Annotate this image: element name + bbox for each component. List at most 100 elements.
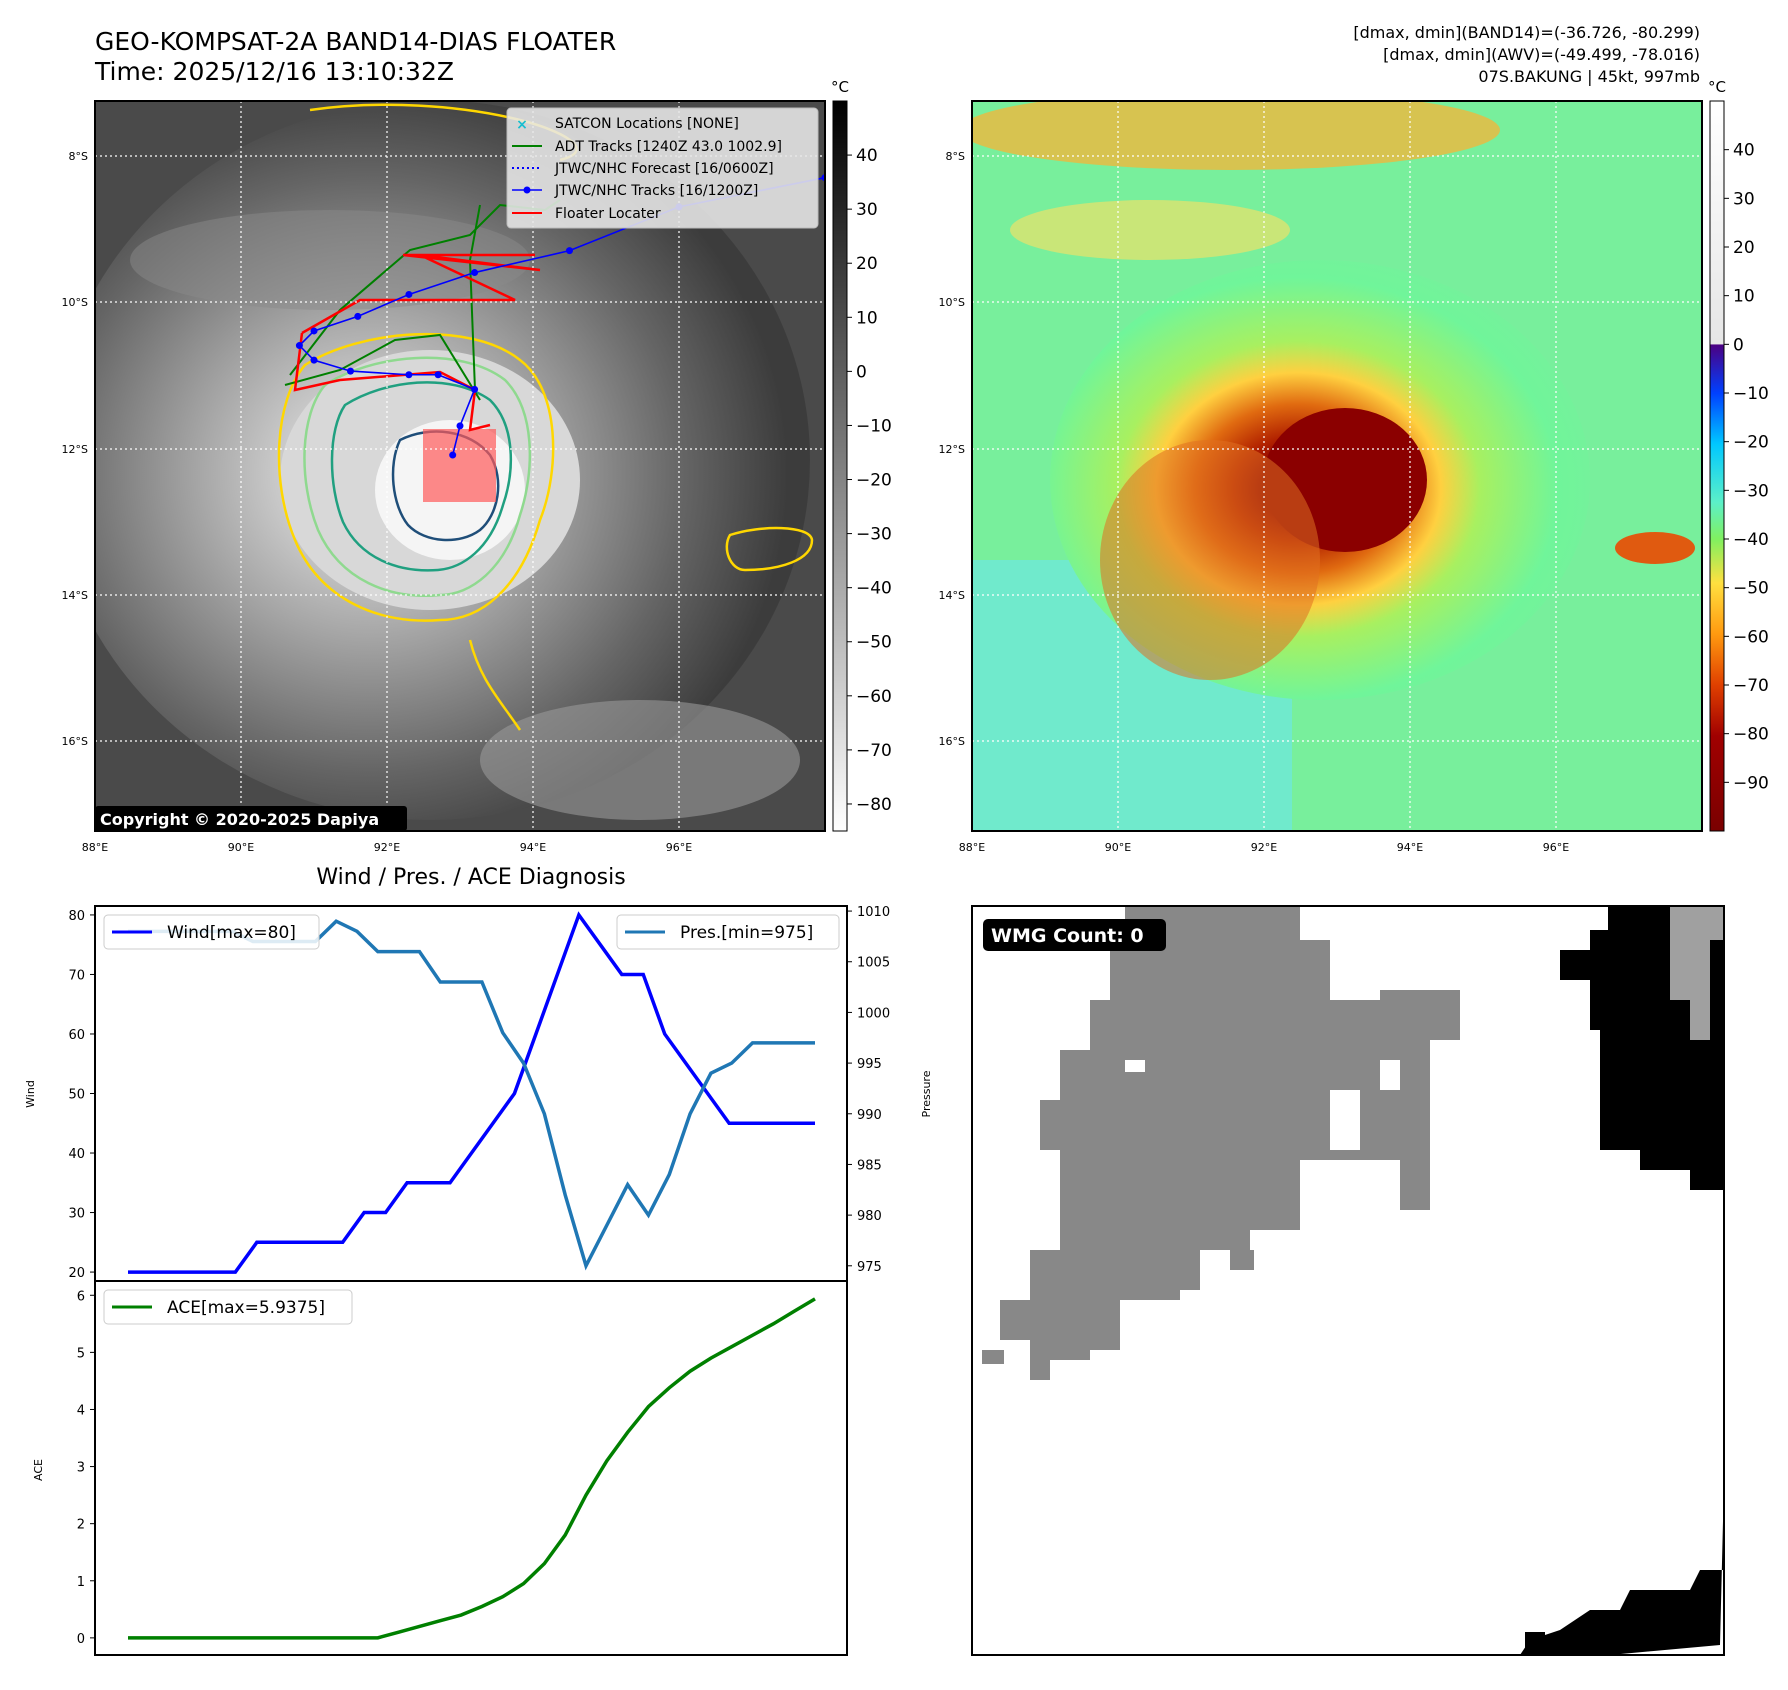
colorbar-tick-label: −40 xyxy=(856,579,892,599)
wmg-black-region-south xyxy=(1520,1480,1724,1655)
pressure-legend-label: Pres.[min=975] xyxy=(680,923,813,943)
colorbar-tick-label: 30 xyxy=(1733,189,1755,209)
wmg-gray-hole-2 xyxy=(1380,1060,1400,1090)
colorbar-left-bar xyxy=(832,100,848,832)
ir-cloud-band-south xyxy=(480,700,800,820)
lon-tick-96e: 96°E xyxy=(666,841,692,854)
colorbar-tick-label: −90 xyxy=(1733,773,1769,793)
contour-lightgreen xyxy=(303,356,532,597)
colorbar-tick-label: −40 xyxy=(1733,530,1769,550)
ace-tick-label: 6 xyxy=(77,1289,85,1304)
jtwc-track-point xyxy=(405,371,413,379)
contour-yellow-tail xyxy=(468,639,522,731)
colorbar-tick-label: −30 xyxy=(856,525,892,545)
awv-map-frame xyxy=(971,100,1703,832)
ace-tick-label: 1 xyxy=(77,1575,85,1590)
ir-map-panel: × SATCON Locations [NONE] ADT Tracks [12… xyxy=(62,100,826,854)
awv-lon-tick-96e: 96°E xyxy=(1543,841,1569,854)
colorbar-tick-label: −60 xyxy=(1733,627,1769,647)
colorbar-tick-label: −80 xyxy=(856,795,892,815)
awv-range: [dmax, dmin](AWV)=(-49.499, -78.016) xyxy=(1383,45,1700,64)
jtwc-track-point xyxy=(471,269,479,277)
lat-tick-12s: 12°S xyxy=(62,443,88,456)
jtwc-track-point xyxy=(449,451,457,459)
ir-cloud-band-north xyxy=(130,210,530,310)
ace-plot: 0 1 2 3 4 5 6 xyxy=(77,1289,816,1647)
colorbar-tick-label: −50 xyxy=(856,633,892,653)
colorbar-tick-label: −30 xyxy=(1733,481,1769,501)
figure-time: Time: 2025/12/16 13:10:32Z xyxy=(94,57,454,86)
awv-lon-tick-92e: 92°E xyxy=(1251,841,1277,854)
colorbar-tick-label: −60 xyxy=(856,687,892,707)
colorbar-tick-label: −80 xyxy=(1733,725,1769,745)
jtwc-track-point xyxy=(310,356,318,364)
wmg-count-label: WMG Count: 0 xyxy=(991,925,1144,947)
ace-series-line xyxy=(128,1297,816,1640)
wmg-gray-region xyxy=(1000,906,1460,1380)
colorbar-tick-label: 30 xyxy=(856,200,878,220)
legend-tracks: JTWC/NHC Tracks [16/1200Z] xyxy=(554,183,758,199)
awv-spiral-band xyxy=(1100,440,1320,680)
pressure-tick-label: 1010 xyxy=(857,905,890,920)
lon-tick-94e: 94°E xyxy=(520,841,546,854)
floater-box xyxy=(423,429,496,502)
wind-tick-label: 20 xyxy=(68,1266,85,1281)
pressure-tick-label: 1000 xyxy=(857,1006,890,1021)
wind-tick-label: 60 xyxy=(68,1028,85,1043)
lat-tick-10s: 10°S xyxy=(62,296,88,309)
awv-lon-tick-88e: 88°E xyxy=(959,841,985,854)
ace-tick-label: 2 xyxy=(77,1518,85,1533)
colorbar-tick-label: −20 xyxy=(1733,433,1769,453)
map-legend: × SATCON Locations [NONE] ADT Tracks [12… xyxy=(506,107,819,229)
colorbar-left-ticks: 40 30 20 10 0 −10 −20 −30 −40 −50 −60 −70 −80 xyxy=(847,146,892,815)
awv-moist-band xyxy=(1010,200,1290,260)
jtwc-track-point xyxy=(456,422,464,430)
colorbar-right: °C 40 30 20 10 0 −10 −20 −30 −40 −50 −60 −70 −80 −90 xyxy=(1708,78,1769,832)
colorbar-tick-label: −10 xyxy=(856,416,892,436)
jtwc-track-point xyxy=(347,367,354,375)
wind-legend-box xyxy=(103,914,320,950)
awv-lat-tick-12s: 12°S xyxy=(939,443,965,456)
awv-map-panel: 8°S 10°S 12°S 14°S 16°S 88°E 90°E 92°E 9… xyxy=(939,100,1703,854)
lat-tick-16s: 16°S xyxy=(62,735,88,748)
pressure-legend-box xyxy=(616,914,840,950)
colorbar-right-bar xyxy=(1709,100,1725,832)
wind-tick-label: 40 xyxy=(68,1147,85,1162)
pressure-tick-label: 990 xyxy=(857,1108,882,1123)
pressure-axis-label: Pressure xyxy=(920,1070,933,1117)
jtwc-track-point xyxy=(295,342,303,350)
jtwc-track-point xyxy=(566,247,573,255)
wind-legend-label: Wind[max=80] xyxy=(167,923,296,943)
awv-map-lat-ticks: 8°S 10°S 12°S 14°S 16°S xyxy=(939,150,965,748)
map-legend-box xyxy=(506,107,819,229)
ir-map-lon-ticks: 88°E 90°E 92°E 94°E 96°E xyxy=(82,841,692,854)
wind-pressure-plot: 20 30 40 50 60 70 80 975 980 985 990 995 1000 1005 101… xyxy=(68,905,890,1281)
contour-teal xyxy=(330,381,512,572)
pressure-tick-label: 975 xyxy=(857,1260,882,1275)
contour-yellow-east xyxy=(725,526,814,572)
wind-series-line xyxy=(128,911,815,1274)
colorbar-tick-label: 20 xyxy=(856,254,878,274)
jtwc-track-point xyxy=(471,385,479,393)
legend-floater: Floater Locater xyxy=(555,206,661,222)
ace-legend-box xyxy=(103,1289,353,1325)
ace-tick-label: 5 xyxy=(77,1346,85,1361)
colorbar-tick-label: −50 xyxy=(1733,579,1769,599)
colorbar-tick-label: 10 xyxy=(856,308,878,328)
lon-tick-92e: 92°E xyxy=(374,841,400,854)
ace-axis-label: ACE xyxy=(32,1459,45,1481)
awv-lon-tick-90e: 90°E xyxy=(1105,841,1131,854)
colorbar-tick-label: 40 xyxy=(1733,141,1755,161)
legend-adt: ADT Tracks [1240Z 43.0 1002.9] xyxy=(555,139,782,155)
ace-frame xyxy=(94,1280,848,1656)
wmg-gray-hole-3 xyxy=(1125,1060,1145,1072)
wmg-frame xyxy=(971,905,1725,1656)
ace-legend-label: ACE[max=5.9375] xyxy=(167,1298,325,1318)
colorbar-tick-label: 10 xyxy=(1733,287,1755,307)
pressure-tick-label: 980 xyxy=(857,1209,882,1224)
awv-map-grid xyxy=(972,101,1702,831)
ir-map-lat-ticks: 8°S 10°S 12°S 14°S 16°S xyxy=(62,150,88,748)
wmg-gray-fleck-1 xyxy=(1230,1250,1254,1270)
jtwc-track-point xyxy=(405,290,413,298)
colorbar-tick-label: 40 xyxy=(856,146,878,166)
